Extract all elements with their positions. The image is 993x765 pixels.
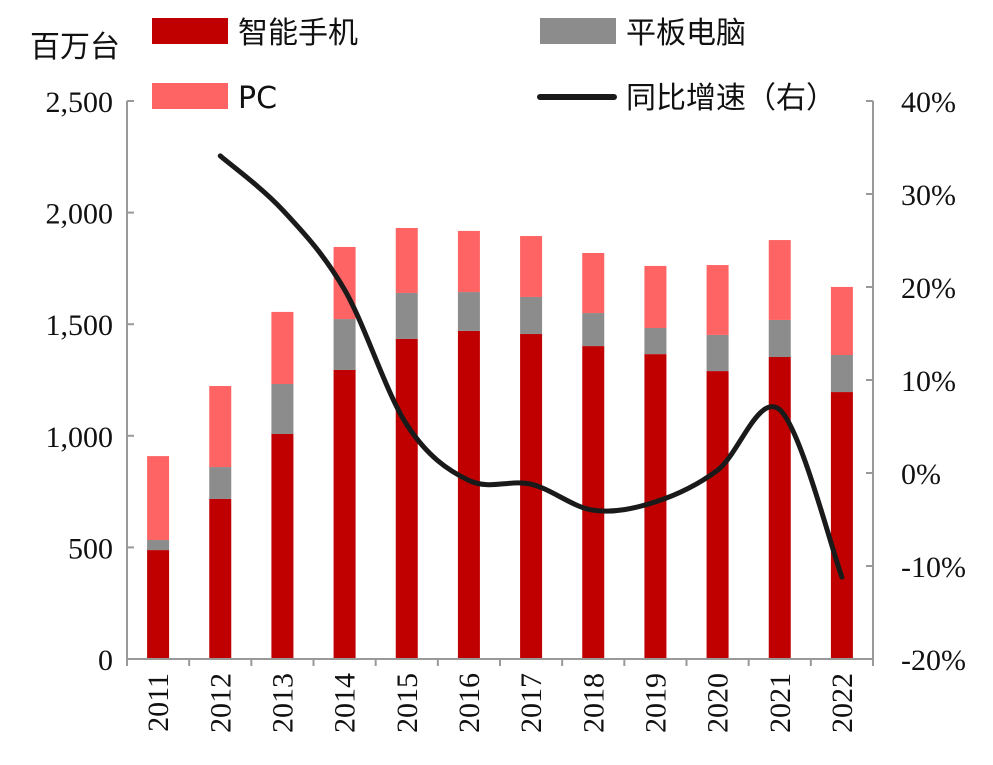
left-axis-unit: 百万台 [30,30,120,65]
bar-2018-平板电脑 [582,313,605,347]
bar-2018-PC [582,252,605,314]
bars [147,228,853,659]
bar-2014-平板电脑 [333,319,356,370]
bar-2012-平板电脑 [209,467,232,499]
legend-label: 智能手机 [238,16,358,51]
legend-swatch [152,83,228,109]
x-tick-label: 2021 [764,673,797,733]
right-tick-label: -20% [901,644,966,677]
bar-2012-PC [209,386,232,468]
x-tick-label: 2018 [577,673,610,733]
growth-line [217,153,845,580]
x-tick-label: 2017 [515,673,548,733]
bar-2016-智能手机 [457,330,480,659]
x-tick-label: 2012 [204,673,237,733]
bar-2020-平板电脑 [706,334,729,372]
left-tick-label: 2,000 [46,198,114,231]
legend-swatch [540,18,616,44]
bar-2013-平板电脑 [271,384,294,435]
axes: 2011 2012 2013 2014 2015 2016 2017 2018 2019 2020… [46,86,966,733]
bar-2019-平板电脑 [644,327,667,355]
bar-2015-PC [395,228,418,293]
bar-2011-平板电脑 [147,540,170,551]
right-tick-label: 20% [901,272,956,305]
bar-2015-智能手机 [395,338,418,659]
left-tick-label: 1,000 [46,421,114,454]
bar-2022-PC [830,286,853,356]
bar-2020-智能手机 [706,371,729,659]
bar-2013-智能手机 [271,434,294,659]
legend-label: 平板电脑 [626,16,746,51]
bar-2021-PC [768,240,791,320]
x-tick-label: 2016 [453,673,486,733]
bar-2014-智能手机 [333,369,356,659]
bar-2011-PC [147,456,170,541]
x-tick-label: 2020 [702,673,735,733]
legend: 智能手机 平板电脑 PC 同比增速（右） [152,16,836,116]
x-tick-label: 2015 [391,673,424,733]
bar-2016-平板电脑 [457,292,480,331]
right-tick-label: 40% [901,86,956,119]
x-tick-label: 2022 [826,673,859,733]
right-tick-label: 30% [901,179,956,212]
bar-2017-智能手机 [520,334,543,659]
bar-2018-智能手机 [582,346,605,659]
bar-2022-平板电脑 [830,355,853,393]
bar-2016-PC [457,230,480,293]
right-tick-label: 10% [901,365,956,398]
bar-2022-智能手机 [830,392,853,659]
left-tick-label: 0 [98,644,113,677]
bar-2017-PC [520,236,543,297]
x-tick-label: 2014 [329,673,362,733]
bar-2015-平板电脑 [395,292,418,339]
legend-swatch [152,18,228,44]
bar-2013-PC [271,311,294,385]
x-tick-label: 2013 [266,673,299,733]
x-tick-label: 2011 [142,673,175,732]
bar-2020-PC [706,265,729,335]
x-tick-label: 2019 [639,673,672,733]
right-tick-label: -10% [901,551,966,584]
bar-2017-平板电脑 [520,296,543,335]
bar-2021-平板电脑 [768,319,791,358]
growth-line-path [217,153,845,580]
legend-label: 同比增速（右） [626,81,836,116]
bar-2012-智能手机 [209,498,232,659]
bar-2019-智能手机 [644,354,667,659]
bar-2011-智能手机 [147,550,170,659]
left-tick-label: 1,500 [46,309,114,342]
bar-2021-智能手机 [768,357,791,659]
left-tick-label: 500 [68,532,113,565]
bar-2019-PC [644,265,667,328]
legend-label: PC [238,81,277,116]
left-tick-label: 2,500 [46,86,114,119]
right-tick-label: 0% [901,458,941,491]
